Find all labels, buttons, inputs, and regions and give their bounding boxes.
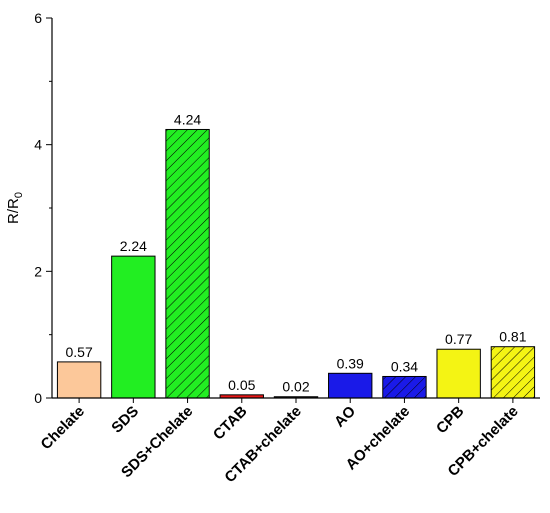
category-label: CTAB	[210, 403, 251, 444]
y-axis-title-subscript: 0	[13, 192, 25, 198]
data-label: 2.24	[120, 238, 147, 254]
bar-sds-chelate	[165, 128, 210, 399]
y-axis-title-main: R/R	[5, 198, 22, 224]
bar-ao	[328, 372, 373, 399]
y-tick-label: 6	[34, 10, 42, 26]
y-ticks: 0 2 4 6	[34, 10, 52, 406]
data-label: 4.24	[174, 111, 201, 127]
bar-chelate	[56, 361, 102, 399]
category-label: Chelate	[38, 403, 88, 453]
bar-cpb-chelate	[490, 346, 536, 399]
data-label: 0.34	[391, 358, 418, 374]
y-tick-label: 0	[34, 390, 42, 406]
bar-ao-chelate	[382, 375, 427, 399]
y-tick-label: 4	[34, 137, 42, 153]
category-label: SDS	[108, 403, 142, 437]
category-label: CPB	[433, 403, 468, 438]
bar-cpb	[436, 348, 481, 399]
data-label: 0.77	[445, 331, 472, 347]
data-label: 0.57	[65, 344, 92, 360]
y-tick-label: 2	[34, 263, 42, 279]
y-axis-title: R/R0	[5, 192, 25, 224]
data-label: 0.02	[282, 379, 309, 395]
bars-layer	[56, 128, 536, 399]
data-labels: 0.57 2.24 4.24 0.05 0.02 0.39 0.34 0.77 0.81	[65, 111, 526, 394]
category-label: AO	[331, 403, 359, 431]
data-label: 0.81	[499, 329, 526, 345]
data-label: 0.39	[337, 355, 364, 371]
data-label: 0.05	[228, 377, 255, 393]
bar-sds	[111, 255, 156, 399]
